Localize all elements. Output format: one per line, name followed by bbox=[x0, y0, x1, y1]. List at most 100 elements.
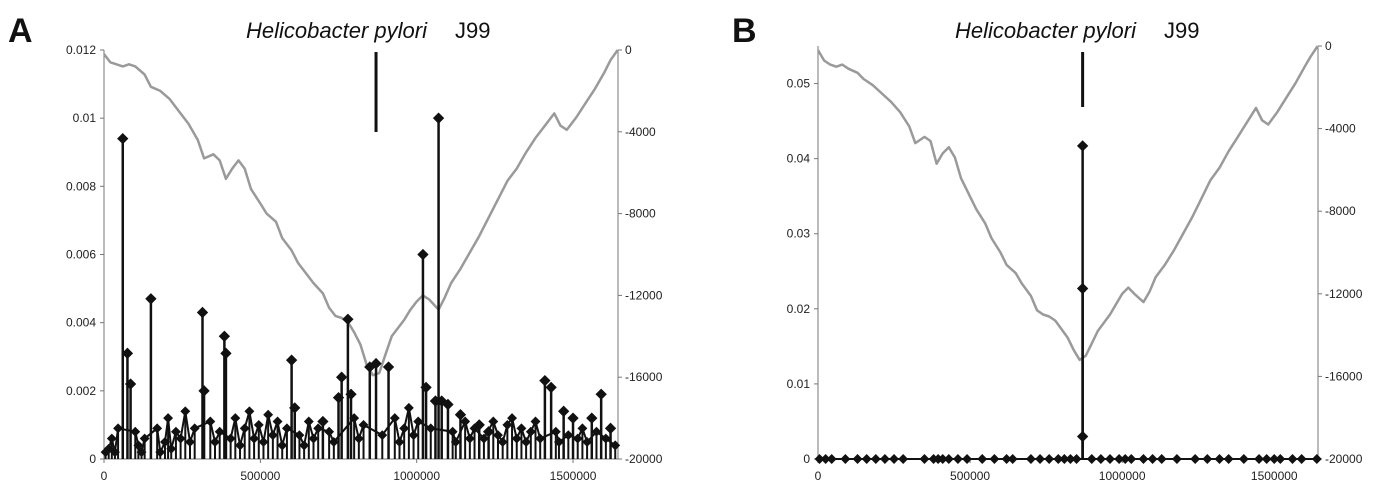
panel-b-baseline-point bbox=[952, 454, 963, 464]
panel-a-baseline-point bbox=[281, 423, 292, 434]
panel-a-right-tick-label: -20000 bbox=[625, 452, 663, 466]
panel-a-baseline-point bbox=[591, 426, 602, 437]
panel-a-right-tick-label: -12000 bbox=[625, 288, 663, 302]
panel-b-baseline-point bbox=[1025, 454, 1036, 464]
panel-a-baseline-point bbox=[497, 437, 508, 447]
panel-a-baseline-point bbox=[277, 440, 288, 451]
panel-a-baseline-point bbox=[210, 437, 220, 447]
panel-a-spike-point bbox=[420, 381, 432, 394]
panel-a-baseline-point bbox=[139, 433, 150, 444]
panel-a-baseline-point bbox=[152, 423, 163, 434]
panel-a-spike-point bbox=[117, 132, 129, 145]
panel-a-spike-point bbox=[417, 248, 429, 261]
panel-a-baseline-point bbox=[230, 413, 241, 424]
panel-a-baseline-point bbox=[299, 440, 310, 451]
panel-b-baseline-point bbox=[1114, 454, 1125, 464]
panel-a-spike-point bbox=[586, 412, 598, 424]
panel-a-spike-point bbox=[285, 354, 298, 366]
panel-a-x-tick-label: 1500000 bbox=[550, 469, 597, 483]
panel-a-left-tick-label: 0.004 bbox=[66, 316, 96, 330]
panel-a-baseline-point bbox=[582, 437, 593, 447]
panel-b-x-tick-label: 500000 bbox=[950, 469, 990, 483]
panel-b-baseline-point bbox=[826, 454, 837, 464]
panel-a-baseline-point bbox=[205, 416, 216, 427]
panel-b-baseline-point bbox=[943, 454, 954, 464]
panel-a-x-tick-label: 0 bbox=[101, 469, 108, 483]
panel-a-title-strain: J99 bbox=[455, 18, 490, 43]
panel-a-baseline-point bbox=[399, 423, 410, 434]
panel-a-baseline-point bbox=[235, 440, 245, 451]
panel-a-spike-point bbox=[220, 347, 232, 359]
panel-b-plot: 0 0.01 0.02 0.03 0.04 0.05 -20000 -16000 -12000 -… bbox=[787, 39, 1363, 483]
panel-a-baseline-point bbox=[563, 430, 574, 441]
panel-b-letter: B bbox=[732, 12, 757, 50]
panel-a-baseline-point bbox=[267, 430, 278, 441]
panel-a-baseline-point bbox=[263, 409, 274, 420]
panel-a-spike-point bbox=[289, 402, 301, 414]
panel-b-baseline-point bbox=[889, 454, 899, 464]
panel-a-baseline-point bbox=[610, 440, 621, 451]
panel-a-left-tick-label: 0.002 bbox=[66, 384, 96, 398]
panel-b-baseline-point bbox=[1044, 454, 1055, 464]
panel-a-baseline-point bbox=[175, 433, 186, 444]
panel-a-spike-point bbox=[345, 388, 357, 400]
panel-a-baseline-point bbox=[600, 433, 611, 444]
panel-a-baseline-point bbox=[450, 437, 461, 447]
panel-a-baseline-point bbox=[328, 437, 339, 447]
panel-b-baseline-point bbox=[1120, 454, 1131, 464]
panel-a-baseline-point bbox=[394, 437, 405, 447]
panel-a-baseline-point bbox=[389, 413, 400, 424]
panel-b-baseline-point bbox=[919, 454, 930, 464]
panel-b-baseline-point bbox=[1071, 454, 1082, 464]
panel-b-baseline-point bbox=[1156, 454, 1167, 464]
panel-a-spike-point bbox=[198, 385, 210, 397]
panel-a-baseline-point bbox=[133, 440, 144, 451]
panel-a-left-tick-label: 0.006 bbox=[66, 248, 96, 262]
panel-b-spike-point bbox=[1076, 140, 1089, 152]
panel-b-right-tick-label: -16000 bbox=[1325, 369, 1363, 383]
panel-a-baseline-line bbox=[104, 407, 616, 456]
panel-a-baseline-point bbox=[130, 426, 141, 437]
panel-a-right-tick-label: -8000 bbox=[625, 207, 656, 221]
panel-a-baseline-point bbox=[530, 416, 541, 427]
panel-a-baseline-point bbox=[163, 413, 174, 424]
panel-a-baseline-point bbox=[258, 437, 269, 447]
panel-b-spike-point bbox=[1076, 430, 1089, 443]
panel-a-baseline-point bbox=[550, 426, 561, 437]
panel-a-spike-point bbox=[317, 415, 329, 428]
panel-b-baseline-point bbox=[1254, 454, 1264, 464]
panel-a-baseline-point bbox=[313, 423, 324, 434]
panel-a-baseline-point bbox=[239, 423, 250, 434]
panel-a-baseline-point bbox=[516, 423, 527, 434]
panel-b-baseline-point bbox=[1147, 454, 1158, 464]
panel-a-baseline-point bbox=[308, 433, 319, 444]
panel-b-baseline-point bbox=[1053, 454, 1064, 464]
panel-a-gc-skew-line bbox=[103, 49, 619, 377]
panel-b-baseline-point bbox=[1105, 454, 1115, 464]
panel-a-baseline-point bbox=[403, 402, 414, 413]
panel-b-baseline-point bbox=[814, 454, 825, 464]
panel-b-baseline-point bbox=[1223, 454, 1234, 464]
panel-b-baseline-point bbox=[1311, 454, 1322, 464]
panel-a-letter: A bbox=[8, 12, 33, 50]
panel-a-left-tick-label: 0 bbox=[89, 452, 96, 466]
panel-a-spike-point bbox=[218, 330, 231, 342]
panel-b-left-tick-label: 0.04 bbox=[787, 152, 811, 166]
panel-b-right-tick-label: -12000 bbox=[1325, 287, 1363, 301]
panel-b-baseline-point bbox=[852, 454, 863, 464]
panel-a-baseline-point bbox=[521, 437, 532, 447]
panel-b-right-tick-label: -8000 bbox=[1325, 204, 1356, 218]
panel-a-spike-point bbox=[442, 398, 454, 411]
panel-a-baseline-point bbox=[225, 433, 236, 444]
panel-b-baseline-point bbox=[1287, 454, 1298, 464]
panel-b-baseline-point bbox=[977, 454, 988, 464]
panel-b-x-tick-label: 0 bbox=[815, 469, 822, 483]
panel-b-spike-point bbox=[1076, 282, 1089, 295]
panel-a-baseline-point bbox=[554, 437, 564, 447]
panel-a-spike-point bbox=[482, 426, 495, 438]
panel-a-spike-point bbox=[545, 381, 557, 394]
panel-b-baseline-point bbox=[1138, 454, 1149, 464]
panel-b-baseline-point bbox=[1171, 454, 1182, 464]
